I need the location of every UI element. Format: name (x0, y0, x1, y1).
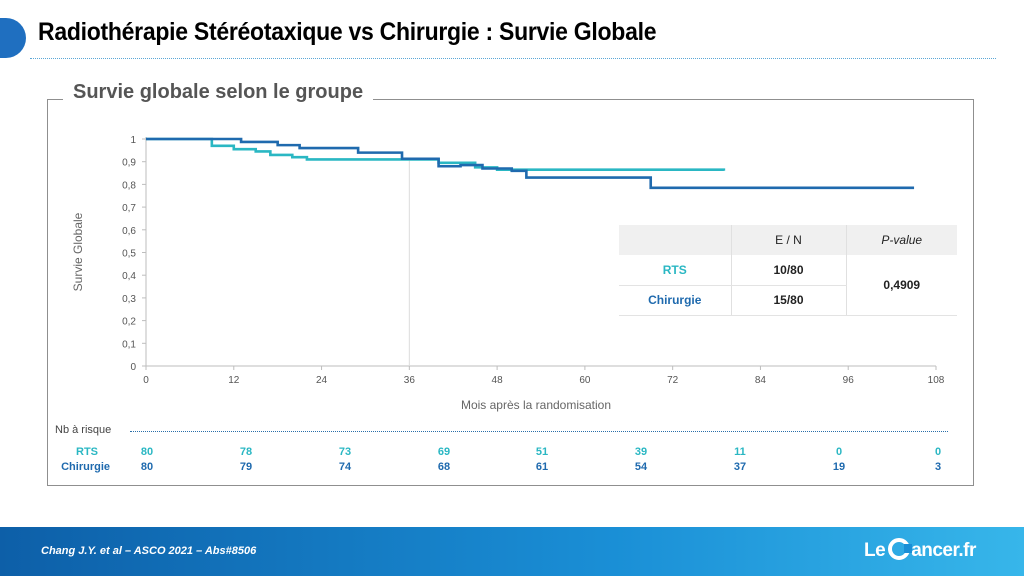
title-divider (30, 58, 996, 59)
series-line-rts (146, 137, 726, 171)
y-tick-label: 0,9 (122, 158, 136, 169)
risk-value-rts: 73 (338, 446, 352, 458)
y-tick-label: 0,3 (122, 294, 136, 305)
y-tick-label: 0,4 (122, 271, 136, 282)
x-tick-label: 84 (755, 375, 767, 386)
y-tick-label: 0,2 (122, 317, 136, 328)
chart-panel (47, 99, 974, 486)
risk-value-chirurgie: 37 (733, 461, 747, 473)
risk-table-title: Nb à risque (55, 424, 112, 436)
y-tick-label: 0,5 (122, 249, 136, 260)
y-axis-label: Survie Globale (71, 212, 85, 291)
risk-value-rts: 80 (140, 446, 154, 458)
x-tick-label: 60 (579, 375, 591, 386)
risk-value-rts: 69 (437, 446, 451, 458)
chart-axes: 0 0,1 0,2 0,3 0,4 0,5 0,6 0,7 0,8 0,9 1 0 12 24 36 48 60… (122, 135, 945, 386)
y-tick-label: 0,1 (122, 339, 136, 350)
risk-value-chirurgie: 68 (437, 461, 451, 473)
y-tick-label: 1 (130, 135, 136, 146)
risk-label-chirurgie: Chirurgie (61, 461, 110, 473)
stats-row-rts: RTS 10/80 0,4909 (619, 255, 957, 316)
risk-value-chirurgie: 19 (832, 461, 846, 473)
risk-value-rts: 11 (734, 446, 746, 458)
risk-label-rts: RTS (76, 446, 98, 458)
risk-value-chirurgie: 61 (535, 461, 549, 473)
risk-value-chirurgie: 79 (239, 461, 253, 473)
x-tick-label: 48 (492, 375, 504, 386)
slide-title: Radiothérapie Stéréotaxique vs Chirurgie… (38, 18, 657, 46)
risk-value-rts: 39 (634, 446, 648, 458)
brand-logo-prefix: Le (864, 540, 886, 561)
risk-value-rts: 0 (934, 446, 942, 458)
chart-series (146, 137, 915, 190)
x-tick-label: 72 (667, 375, 679, 386)
risk-table-divider (130, 431, 948, 432)
stats-en-chirurgie: 15/80 (730, 285, 847, 316)
stats-label-rts: RTS (619, 255, 731, 286)
risk-value-rts: 0 (835, 446, 843, 458)
x-tick-label: 36 (404, 375, 416, 386)
risk-value-rts: 51 (535, 446, 549, 458)
stats-table: E / N P-value RTS 10/80 0,4909 Chirurgie… (619, 225, 957, 316)
risk-value-chirurgie: 80 (140, 461, 154, 473)
x-tick-label: 0 (143, 375, 149, 386)
brand-logo: Le ancer.fr (864, 538, 976, 562)
stats-header-empty (619, 225, 731, 255)
x-axis-label: Mois après la randomisation (461, 398, 611, 412)
risk-value-rts: 78 (239, 446, 253, 458)
brand-logo-c-icon (888, 538, 913, 560)
y-tick-label: 0 (130, 362, 136, 373)
x-tick-label: 12 (228, 375, 240, 386)
brand-logo-suffix: ancer.fr (911, 540, 976, 561)
stats-row-chirurgie: Chirurgie 15/80 (619, 285, 957, 316)
stats-header-pvalue: P-value (846, 225, 957, 255)
risk-value-chirurgie: 74 (338, 461, 352, 473)
stats-en-rts: 10/80 (730, 255, 847, 286)
stats-pvalue: 0,4909 (846, 255, 957, 316)
risk-value-chirurgie: 54 (634, 461, 648, 473)
footer-bar (0, 527, 1024, 576)
y-tick-label: 0,7 (122, 203, 136, 214)
panel-title: Survie globale selon le groupe (63, 81, 374, 104)
series-line-chirurgie (146, 137, 915, 190)
stats-label-chirurgie: Chirurgie (619, 285, 731, 316)
y-tick-label: 0,6 (122, 226, 136, 237)
risk-value-chirurgie: 3 (934, 461, 942, 473)
stats-table-header: E / N P-value (619, 225, 957, 255)
x-tick-label: 96 (843, 375, 855, 386)
footer-source: Chang J.Y. et al – ASCO 2021 – Abs#8506 (41, 545, 257, 557)
x-tick-label: 108 (928, 375, 945, 386)
x-tick-label: 24 (316, 375, 328, 386)
y-tick-label: 0,8 (122, 180, 136, 191)
stats-header-en: E / N (730, 225, 847, 255)
